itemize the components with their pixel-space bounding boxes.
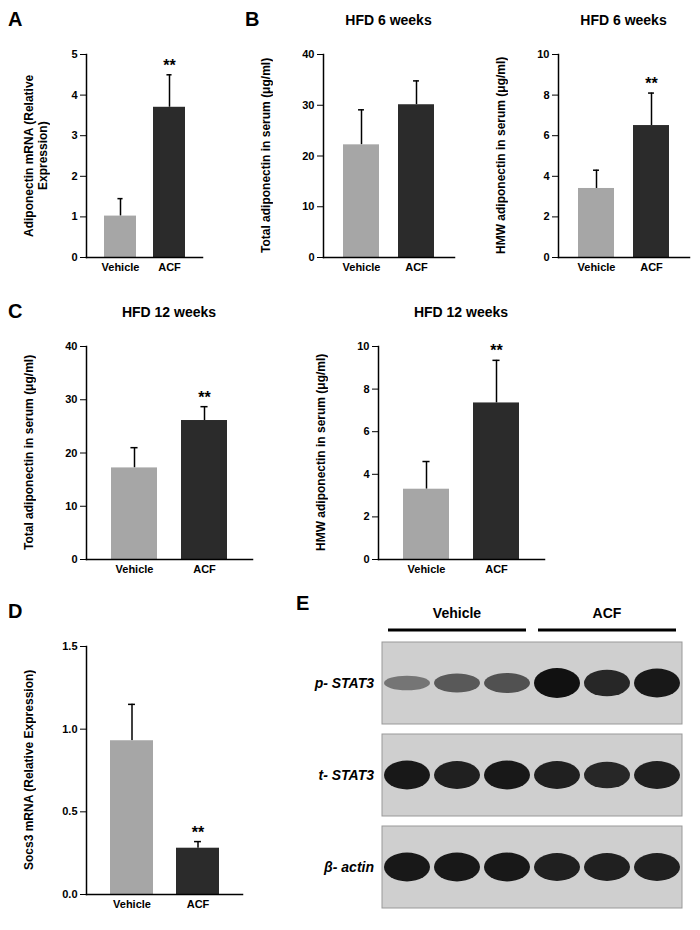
svg-text:Vehicle: Vehicle (102, 261, 140, 273)
html-text:HFD 6 weeks: HFD 6 weeks (345, 12, 432, 28)
html-text:HFD 12 weeks: HFD 12 weeks (121, 304, 217, 320)
svg-text:10: 10 (65, 500, 77, 512)
svg-text:Vehicle: Vehicle (116, 563, 154, 575)
svg-text:1.5: 1.5 (62, 640, 77, 652)
svg-text:6: 6 (543, 129, 549, 141)
svg-text:**: ** (163, 57, 176, 74)
svg-text:ACF: ACF (193, 563, 216, 575)
html-text:Adiponectin mRNA (Relative Exp: Adiponectin mRNA (Relative Expression) (22, 74, 50, 237)
svg-text:4: 4 (71, 89, 78, 101)
html-text:B: B (245, 8, 260, 30)
html-text:HFD 6 weeks: HFD 6 weeks (580, 12, 667, 28)
svg-text:0: 0 (71, 251, 77, 263)
svg-text:10: 10 (302, 200, 314, 212)
svg-text:8: 8 (363, 383, 369, 395)
svg-text:β- actin: β- actin (323, 859, 374, 875)
svg-text:Vehicle: Vehicle (408, 563, 446, 575)
svg-text:**: ** (490, 342, 503, 359)
svg-text:ACF: ACF (405, 261, 428, 273)
svg-text:30: 30 (65, 393, 77, 405)
svg-text:0.5: 0.5 (62, 805, 77, 817)
html-text:HMW adiponectin in serum (μg/m: HMW adiponectin in serum (μg/ml) (494, 56, 508, 255)
svg-text:40: 40 (65, 340, 77, 352)
svg-text:0: 0 (543, 251, 549, 263)
svg-text:t- STAT3: t- STAT3 (319, 767, 375, 783)
svg-text:p- STAT3: p- STAT3 (314, 675, 375, 691)
html-text:D: D (8, 600, 23, 622)
svg-text:**: ** (192, 824, 205, 841)
svg-text:10: 10 (537, 48, 549, 60)
svg-text:5: 5 (71, 48, 77, 60)
svg-text:2: 2 (363, 510, 369, 522)
svg-text:30: 30 (302, 99, 314, 111)
svg-text:1.0: 1.0 (62, 723, 77, 735)
html-text:Total adiponectin in serum (μg: Total adiponectin in serum (μg/ml) (259, 57, 273, 254)
svg-text:2: 2 (543, 210, 549, 222)
svg-text:ACF: ACF (485, 563, 508, 575)
svg-text:0: 0 (71, 553, 77, 565)
html-text:Total adiponectin in serum (μg: Total adiponectin in serum (μg/ml) (22, 354, 36, 551)
svg-text:3: 3 (71, 129, 77, 141)
svg-text:**: ** (198, 389, 211, 406)
svg-text:20: 20 (302, 150, 314, 162)
svg-text:10: 10 (357, 340, 369, 352)
html-text:C: C (8, 300, 23, 322)
svg-text:0.0: 0.0 (62, 888, 77, 900)
svg-text:Vehicle: Vehicle (433, 605, 481, 621)
svg-text:1: 1 (71, 210, 77, 222)
html-text:A: A (8, 8, 23, 30)
svg-text:6: 6 (363, 425, 369, 437)
svg-text:Vehicle: Vehicle (343, 261, 381, 273)
svg-text:ACF: ACF (640, 261, 663, 273)
html-text:HFD 12 weeks: HFD 12 weeks (413, 304, 509, 320)
svg-text:Vehicle: Vehicle (113, 898, 151, 910)
svg-text:**: ** (645, 75, 658, 92)
svg-text:ACF: ACF (187, 898, 210, 910)
svg-text:0: 0 (308, 251, 314, 263)
svg-text:40: 40 (302, 48, 314, 60)
html-text:Socs3 mRNA (Relative Expressio: Socs3 mRNA (Relative Expression) (22, 669, 36, 871)
svg-text:20: 20 (65, 447, 77, 459)
svg-text:Vehicle: Vehicle (578, 261, 616, 273)
svg-text:ACF: ACF (593, 605, 622, 621)
svg-text:ACF: ACF (158, 261, 181, 273)
svg-text:2: 2 (71, 170, 77, 182)
svg-text:0: 0 (363, 553, 369, 565)
svg-text:8: 8 (543, 89, 549, 101)
html-text:E: E (296, 592, 310, 614)
html-text:HMW adiponectin in serum (μg/m: HMW adiponectin in serum (μg/ml) (314, 353, 328, 552)
svg-text:4: 4 (543, 170, 550, 182)
svg-text:4: 4 (363, 468, 370, 480)
